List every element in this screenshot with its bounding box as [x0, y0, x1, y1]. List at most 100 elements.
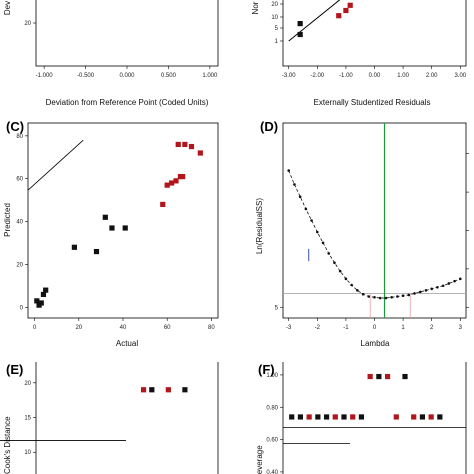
panel-c-x-tick-label: 20	[75, 325, 82, 331]
panel-f-point-black	[323, 414, 330, 420]
panel-d-curve-point	[458, 277, 462, 281]
panel-f-label: (F)	[258, 362, 275, 377]
panel-d-curve-point	[390, 295, 393, 299]
panel-c-y-tick-label: 80	[16, 134, 23, 140]
panel-c-point-black	[43, 287, 49, 293]
panel-b-y-tick-label: 1	[275, 39, 279, 45]
panel-d-label: (D)	[260, 119, 278, 134]
panel-d-curve-point	[378, 296, 382, 300]
panel-c-point-black	[40, 291, 47, 298]
panel-d-curve-point	[407, 293, 411, 297]
panel-d-curve-point	[316, 230, 319, 234]
panel-d-curve-point	[384, 296, 388, 300]
panel-f-y-tick-label: 0.80	[266, 405, 278, 411]
panel-f-point-red	[350, 414, 356, 420]
panel-d-curve-point	[338, 269, 342, 273]
panel-f-point-red	[411, 414, 417, 420]
panel-d-y-tick-label: 5	[275, 305, 279, 311]
panel-d-curve-point	[396, 295, 399, 298]
panel-c-y-tick-label: 20	[16, 262, 23, 268]
panel-d-curve-point	[361, 292, 365, 296]
panel-d-curve-point	[287, 169, 291, 172]
panel-d-x-axis-label: Lambda	[361, 339, 390, 348]
panel-c-point-black	[109, 225, 115, 231]
panel-e-y-tick-label: 10	[24, 450, 31, 456]
panel-d-x-tick-label: 1	[401, 325, 405, 331]
panel-d-curve-point	[430, 287, 433, 291]
panel-b-x-tick-label: -3.00	[282, 73, 296, 79]
panel-d-curve-point	[356, 289, 359, 292]
panel-f-y-axis-label: Leverage	[255, 445, 264, 474]
panel-c-point-red	[169, 180, 175, 186]
panel-a-y-axis-label: Dev	[3, 1, 12, 15]
panel-b-point-red	[336, 13, 342, 19]
panel-e-y-axis-label: Cook's Distance	[3, 416, 12, 474]
panel-d-curve-point	[298, 195, 302, 199]
panel-d-x-tick-label: -2	[315, 325, 321, 331]
panel-b-x-tick-label: 1.00	[397, 73, 409, 79]
panel-c-point-red	[197, 150, 203, 156]
panel-d-residual-curve	[288, 170, 461, 299]
panel-c-point-red	[164, 182, 170, 188]
panel-b-x-axis-label: Externally Studentized Residuals	[314, 98, 431, 107]
panel-d-curve-point	[333, 261, 336, 265]
panel-b-fit-line	[288, 0, 341, 42]
panel-f-point-black	[437, 414, 443, 420]
panel-d-x-tick-label: -1	[343, 325, 349, 331]
panel-e-point-black	[149, 387, 155, 393]
panel-f-point-black	[341, 414, 347, 420]
panel-c-x-tick-label: 80	[208, 325, 215, 331]
panel-e-point-red	[140, 387, 147, 393]
panel-d-curve-point	[424, 289, 428, 292]
panel-d-curve-point	[350, 283, 353, 287]
panel-c-point-red	[188, 143, 195, 150]
panel-d-curve-point	[447, 282, 451, 285]
panel-b-y-tick-label: 10	[271, 15, 278, 21]
panel-c-point-black	[93, 248, 100, 255]
panel-a-x-tick-label: 0.000	[119, 73, 135, 79]
panel-b-y-axis-label: Nor	[251, 1, 260, 14]
panel-f-y-tick-label: 1.00	[266, 373, 278, 379]
panel-c-point-black	[71, 244, 77, 250]
panel-a-plot-frame	[35, 0, 219, 67]
panel-c-x-axis-label: Actual	[116, 339, 138, 348]
panel-f-point-black	[289, 414, 295, 420]
panel-c-point-black	[122, 225, 128, 231]
panel-d-x-tick-label: 3	[459, 325, 463, 331]
panel-b-x-tick-label: 2.00	[426, 73, 438, 79]
panel-b-y-tick-label: 5	[275, 26, 279, 32]
panel-c-point-black	[38, 300, 44, 306]
panel-f-point-black	[315, 414, 321, 420]
panel-d-curve-point	[321, 241, 325, 245]
panel-b-x-tick-label: 0.00	[369, 73, 381, 79]
panel-f-point-red	[393, 414, 399, 420]
panel-f-point-black	[376, 373, 382, 380]
panel-a-x-tick-label: -0.500	[77, 73, 95, 79]
panel-c-point-black	[34, 298, 40, 304]
panel-d-curve-point	[453, 279, 456, 283]
panel-b-point-black	[297, 21, 303, 27]
panel-f-point-black	[297, 414, 304, 420]
panel-d-x-tick-label: 0	[373, 325, 377, 331]
panel-b-x-tick-label: -1.00	[339, 73, 353, 79]
panel-b-x-tick-label: -2.00	[310, 73, 324, 79]
panel-d-x-tick-label: 2	[430, 325, 434, 331]
panel-d-curve-point	[401, 294, 405, 298]
panel-e-label: (E)	[6, 362, 23, 377]
panel-d-curve-point	[344, 277, 348, 281]
panel-f-y-tick-label: 0.40	[266, 470, 278, 474]
panel-e-y-tick-label: 15	[24, 416, 31, 422]
panel-d-curve-point	[413, 292, 416, 295]
panel-d-curve-point	[436, 285, 439, 289]
panel-a-x-tick-label: 0.500	[161, 73, 177, 79]
panel-a-y-tick-label: 20	[24, 21, 31, 27]
panel-a-x-tick-label: 1.000	[202, 73, 218, 79]
panel-c-label: (C)	[6, 119, 24, 134]
panel-b-plot-frame	[282, 0, 467, 67]
panel-b-y-tick-label: 20	[271, 2, 278, 8]
panel-d-curve-point	[441, 284, 445, 288]
panel-c-point-red	[180, 173, 186, 180]
panel-e-point-black	[182, 387, 188, 393]
panel-c-plot-frame	[27, 122, 219, 319]
panel-c-point-black	[102, 214, 108, 220]
